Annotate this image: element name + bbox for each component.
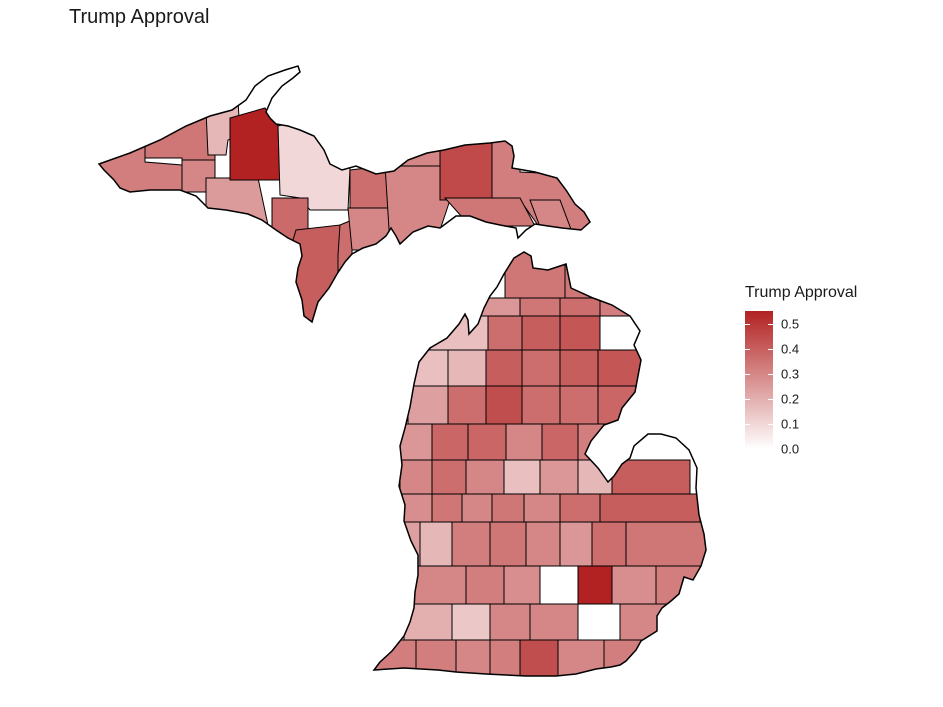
county-lp-r4-c6[interactable] [597,349,643,387]
county-lp-r13-c6[interactable] [557,639,605,680]
county-lp-r9-c2[interactable] [419,521,453,567]
legend-tick-mark [768,373,773,375]
county-lp-r13-c2[interactable] [415,639,457,680]
legend: Trump Approval 0.0 0.1 0.2 0.3 0.4 0.5 [745,284,858,456]
county-lp-r5-c5[interactable] [559,385,599,425]
county-up-17[interactable] [443,197,536,227]
legend-tick-label: 0.5 [781,316,800,332]
legend-tick-mark [768,348,773,350]
county-lp-r12-c1[interactable] [403,603,453,641]
county-lp-r12-c4[interactable] [529,603,579,641]
county-lp-r12-c3[interactable] [489,603,531,641]
legend-tick-mark [745,323,750,325]
county-lp-r13-c1[interactable] [370,639,417,680]
county-lp-r7-c7[interactable] [611,459,691,495]
county-up-6[interactable] [229,107,281,181]
county-lp-r4-c4[interactable] [521,349,561,387]
county-lp-r5-c3[interactable] [485,385,523,425]
county-lp-r13-c7[interactable] [603,639,661,680]
legend-tick-mark [745,398,750,400]
county-lp-r9-c3[interactable] [451,521,491,567]
county-lp-r11-c4[interactable] [539,565,579,605]
county-lp-r11-c3[interactable] [503,565,541,605]
county-lp-r7-c1[interactable] [399,459,433,495]
county-lp-r13-c4[interactable] [489,639,521,680]
county-lp-r2-c1[interactable] [479,297,521,317]
county-lp-r9-c6[interactable] [559,521,593,567]
county-lp-r13-c3[interactable] [455,639,491,680]
county-lp-r6-c6[interactable] [577,423,613,461]
county-lp-r5-c1[interactable] [407,385,449,425]
legend-tick-label: 0.3 [781,366,800,382]
legend-tick-mark [745,449,750,450]
county-lp-r6-c3[interactable] [467,423,507,461]
county-up-7[interactable] [277,119,351,211]
county-lp-r9-c8[interactable] [625,521,712,567]
county-lp-r4-c1[interactable] [409,349,449,387]
county-lp-r7-c5[interactable] [539,459,579,495]
county-lp-r13-c5[interactable] [519,639,559,680]
county-lp-r3-c4[interactable] [559,315,601,351]
legend-tick-label: 0.1 [781,416,800,432]
county-lp-r8-c6[interactable] [559,493,601,523]
legend-tick-label: 0.4 [781,341,800,357]
county-lp-r2-c2[interactable] [519,297,561,317]
upper-peninsula-outline [97,65,591,324]
county-lp-r6-c4[interactable] [505,423,543,461]
county-lp-r11-c1[interactable] [403,565,467,605]
county-lp-r6-c2[interactable] [431,423,469,461]
county-lp-r7-c4[interactable] [503,459,541,495]
legend-tick-label: 0.2 [781,391,800,407]
county-lp-r8-c4[interactable] [491,493,525,523]
county-lp-r4-c5[interactable] [559,349,599,387]
county-lp-r7-c2[interactable] [431,459,467,495]
county-lp-r11-c7[interactable] [655,565,712,605]
county-lp-r11-c2[interactable] [465,565,505,605]
lower-peninsula-outline [372,251,707,677]
legend-tick-mark [745,348,750,350]
county-lp-r6-c5[interactable] [541,423,579,461]
county-lp-r4-c2[interactable] [447,349,487,387]
county-lp-r12-c5[interactable] [577,603,621,641]
county-lp-r2-c3[interactable] [559,297,601,317]
county-lp-r12-c2[interactable] [451,603,491,641]
county-lp-r1-c2[interactable] [564,250,606,299]
county-lp-r2-c4[interactable] [599,297,641,317]
lower-peninsula [370,250,712,680]
county-lp-r9-c1[interactable] [399,521,421,567]
county-lp-r9-c5[interactable] [525,521,561,567]
legend-tick-mark [768,449,773,450]
legend-color-bar [745,311,773,449]
county-up-4[interactable] [205,177,280,236]
legend-tick-mark [768,398,773,400]
county-lp-r3-c2[interactable] [487,315,523,351]
county-lp-r11-c6[interactable] [611,565,657,605]
county-lp-r4-c3[interactable] [485,349,523,387]
county-lp-r5-c4[interactable] [521,385,561,425]
county-lp-r8-c7[interactable] [599,493,701,523]
county-lp-r9-c4[interactable] [489,521,527,567]
map-title: Trump Approval [69,6,210,28]
county-lp-r8-c3[interactable] [461,493,493,523]
county-lp-r3-c3[interactable] [521,315,561,351]
legend-tick-mark [768,423,773,425]
county-lp-r8-c2[interactable] [431,493,463,523]
county-lp-r11-c5[interactable] [577,565,613,605]
county-lp-r9-c7[interactable] [591,521,627,567]
legend-tick-label: 0.0 [781,441,800,457]
county-up-15[interactable] [439,137,496,201]
county-lp-r8-c5[interactable] [523,493,561,523]
legend-tick-mark [745,423,750,425]
legend-tick-mark [768,323,773,325]
legend-title: Trump Approval [745,284,858,301]
county-lp-r7-c3[interactable] [465,459,505,495]
county-lp-r5-c2[interactable] [447,385,487,425]
legend-tick-mark [745,373,750,375]
